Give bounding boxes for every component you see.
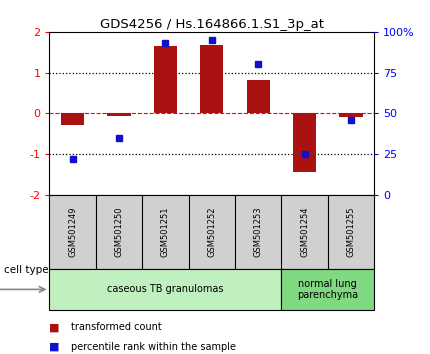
Bar [154,46,177,113]
Text: normal lung
parenchyma: normal lung parenchyma [297,279,358,300]
Bar [49,269,281,310]
Text: GSM501255: GSM501255 [347,207,356,257]
Text: GSM501252: GSM501252 [207,207,216,257]
Bar [246,80,270,113]
Bar [61,113,84,126]
Text: ■: ■ [49,322,60,332]
Bar [293,113,316,172]
Title: GDS4256 / Hs.164866.1.S1_3p_at: GDS4256 / Hs.164866.1.S1_3p_at [100,18,324,31]
Text: cell type: cell type [4,265,49,275]
Text: caseous TB granulomas: caseous TB granulomas [107,284,224,295]
Bar [200,45,223,113]
Bar [339,113,362,116]
Text: GSM501253: GSM501253 [254,206,263,257]
Text: transformed count: transformed count [71,322,162,332]
Text: GSM501251: GSM501251 [161,207,170,257]
Text: GSM501254: GSM501254 [300,207,309,257]
Text: ■: ■ [49,342,60,352]
Text: GSM501250: GSM501250 [114,207,123,257]
Bar [281,269,374,310]
Text: percentile rank within the sample: percentile rank within the sample [71,342,236,352]
Bar [108,113,131,116]
Text: GSM501249: GSM501249 [68,207,77,257]
